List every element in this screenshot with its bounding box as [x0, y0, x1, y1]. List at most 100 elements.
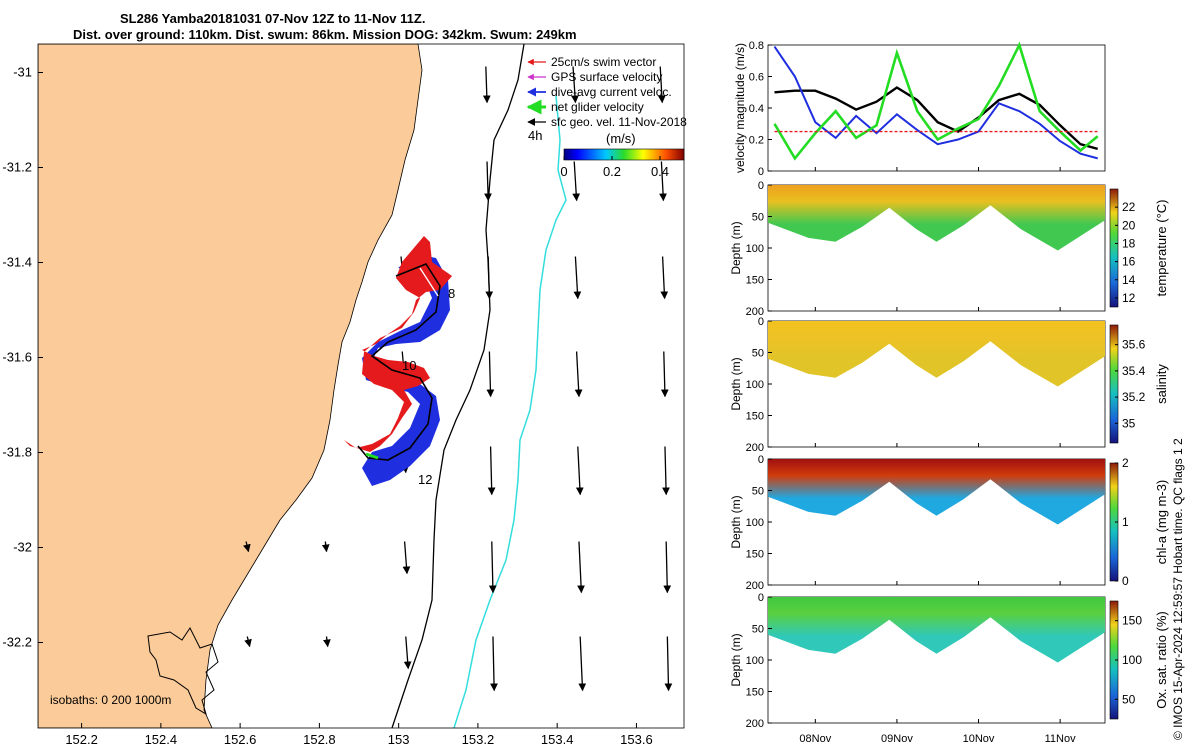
map-x-tick-label: 153.2 — [462, 732, 495, 747]
geo-arrow — [484, 161, 492, 202]
section-colorbar-tick-label: 35.6 — [1122, 338, 1146, 352]
colorbar-label: (m/s) — [606, 131, 636, 146]
velocity-y-tick-label: 0.2 — [749, 135, 764, 147]
map-y-tick-label: -31.2 — [2, 160, 32, 175]
geo-arrow — [660, 256, 669, 300]
section-y-tick-label: 100 — [746, 517, 764, 529]
section-y-tick-label: 150 — [746, 275, 764, 287]
map-x-tick-label: 152.2 — [65, 732, 98, 747]
geo-arrow — [321, 541, 330, 553]
geo-arrow — [571, 66, 579, 104]
map-x-tick-label: 152.8 — [303, 732, 336, 747]
chart-title-line-1: SL286 Yamba20181031 07-Nov 12Z to 11-Nov… — [120, 11, 426, 26]
geo-arrow — [664, 636, 673, 692]
map-y-tick-label: -32.2 — [2, 635, 32, 650]
section-colorbar — [1109, 188, 1119, 308]
legend-gps: GPS surface velocity — [551, 70, 662, 84]
map-x-tick-label: 153 — [388, 732, 410, 747]
geo-arrow — [659, 161, 667, 202]
map-x-axis: 152.2 152.4 152.6 152.8 153 153.2 153.4 153.6 — [65, 723, 653, 747]
section-colorbar — [1109, 324, 1119, 444]
legend-current: dive-avg current veloc. — [551, 85, 672, 99]
coastline-land — [38, 44, 423, 728]
velocity-line-geo — [774, 86, 1099, 151]
geo-arrow — [577, 541, 585, 594]
geo-arrow — [403, 636, 412, 670]
velocity-ylabel: velocity magnitude (m/s) — [733, 43, 747, 173]
section-ylabel: Depth (m) — [729, 633, 743, 686]
section-colorbar-tick-label: 18 — [1122, 236, 1136, 250]
colorbar-tick-label: 0.2 — [603, 164, 621, 179]
section-panel-2: 0 50 100 150 200 Depth (m) 35 35.2 35.4 35.6 salin… — [729, 316, 1169, 454]
map-y-axis: -31 -31.2 -31.4 -31.6 -31.8 -32 -32.2 — [2, 65, 43, 650]
section-colorbar-tick-label: 2 — [1122, 456, 1129, 470]
velocity-y-tick-label: 0.4 — [749, 103, 764, 115]
map-x-tick-label: 153.6 — [620, 732, 653, 747]
section-colorbar-label: chl-a (mg m-3) — [1154, 480, 1169, 565]
section-data-field — [768, 597, 1105, 663]
geo-arrow — [488, 541, 497, 594]
velocity-y-tick-label: 0.6 — [749, 72, 764, 84]
day-label-8: 8 — [448, 286, 455, 301]
geo-arrow — [487, 446, 496, 496]
geo-arrow — [573, 256, 582, 300]
map-x-tick-label: 153.4 — [541, 732, 574, 747]
time-label-4h: 4h — [528, 128, 542, 143]
geo-arrow — [485, 256, 494, 300]
time-axis: 08Nov 09Nov 10Nov 11Nov — [799, 167, 1076, 745]
geo-arrow — [243, 541, 251, 553]
map-y-tick-label: -32 — [13, 540, 32, 555]
geo-arrow — [660, 351, 669, 398]
section-colorbar-label: temperature (°C) — [1154, 200, 1169, 297]
map-y-tick-label: -31.4 — [2, 255, 32, 270]
geo-arrow — [402, 541, 411, 575]
section-y-tick-label: 50 — [752, 624, 764, 636]
colorbar-tick-label: 0 — [560, 164, 567, 179]
geo-arrow — [482, 66, 491, 104]
section-y-tick-label: 0 — [758, 592, 764, 604]
section-colorbar-tick-label: 20 — [1122, 218, 1136, 232]
map-y-tick-label: -31 — [13, 65, 32, 80]
section-colorbar-tick-label: 14 — [1122, 273, 1136, 287]
velocity-y-tick-label: 0.8 — [749, 40, 764, 52]
velocity-series — [773, 41, 1099, 161]
date-tick-label: 10Nov — [963, 733, 995, 745]
chart-title-line-2: Dist. over ground: 110km. Dist. swum: 86… — [73, 27, 577, 42]
section-colorbar-tick-label: 50 — [1122, 692, 1136, 706]
geo-arrow — [663, 541, 672, 594]
section-y-tick-label: 200 — [746, 306, 764, 318]
section-y-tick-label: 200 — [746, 580, 764, 592]
section-y-tick-label: 100 — [746, 655, 764, 667]
geo-arrow — [490, 636, 498, 692]
isobath-1000m — [453, 95, 567, 728]
map-x-tick-label: 152.4 — [145, 732, 178, 747]
speed-colorbar: (m/s) 0 0.2 0.4 — [560, 131, 685, 179]
section-data-field — [768, 185, 1105, 251]
section-y-tick-label: 0 — [758, 316, 764, 328]
section-y-tick-label: 50 — [752, 348, 764, 360]
colorbar-tick-label: 0.4 — [651, 164, 669, 179]
velocity-y-tick-label: 0 — [758, 166, 764, 178]
map-y-tick-label: -31.8 — [2, 445, 32, 460]
section-y-tick-label: 150 — [746, 687, 764, 699]
section-colorbar-tick-label: 35.2 — [1122, 390, 1146, 404]
section-panel-4: 0 50 100 150 200 Depth (m) 50 100 150 Ox. sat. ra… — [729, 592, 1169, 730]
map-x-tick-label: 152.6 — [224, 732, 257, 747]
velocity-line-glider — [773, 41, 1099, 161]
date-tick-label: 08Nov — [799, 733, 831, 745]
velocity-panel: 0 0.2 0.4 0.6 0.8 velocity magnitude (m/s) — [733, 40, 1106, 178]
geo-arrow — [575, 446, 584, 496]
legend-glider: net glider velocity — [551, 100, 644, 114]
legend-geo: sfc geo. vel. 11-Nov-2018 — [551, 115, 687, 129]
glider-track — [344, 236, 452, 486]
geo-arrow — [657, 66, 666, 104]
section-colorbar-tick-label: 22 — [1122, 200, 1136, 214]
section-colorbar-tick-label: 35 — [1122, 416, 1136, 430]
section-y-tick-label: 100 — [746, 243, 764, 255]
geo-arrow — [662, 446, 670, 496]
section-data-field — [768, 459, 1105, 525]
geo-arrow — [244, 636, 252, 648]
section-colorbar-tick-label: 0 — [1122, 574, 1129, 588]
section-y-tick-label: 100 — [746, 379, 764, 391]
section-y-tick-label: 150 — [746, 549, 764, 561]
